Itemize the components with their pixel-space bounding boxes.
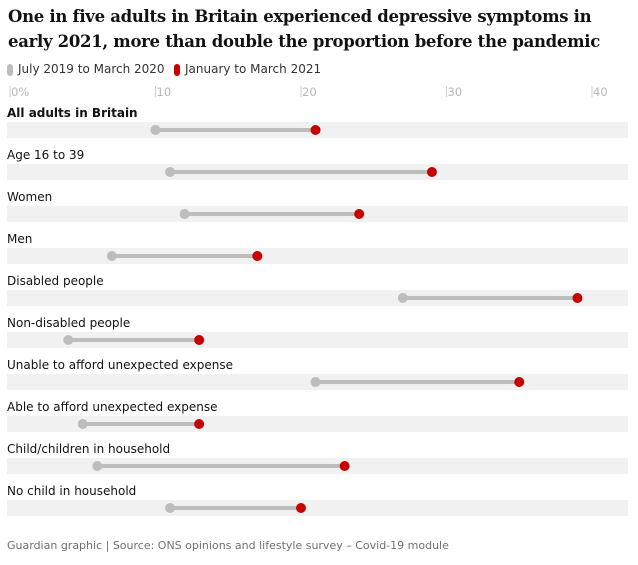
category-label: No child in household: [7, 484, 136, 498]
chart-title: One in five adults in Britain experience…: [8, 7, 600, 51]
point-after: [296, 503, 306, 513]
category-label: Age 16 to 39: [7, 148, 84, 162]
point-after: [572, 293, 583, 303]
point-after: [310, 125, 321, 135]
source-note: Guardian graphic | Source: ONS opinions …: [7, 539, 449, 552]
point-before: [397, 293, 408, 303]
row-band: [7, 416, 628, 432]
category-label: All adults in Britain: [7, 106, 138, 120]
category-label: Disabled people: [7, 274, 104, 288]
legend-label-before: July 2019 to March 2020: [18, 62, 165, 76]
point-after: [339, 461, 350, 471]
category-label: Able to afford unexpected expense: [7, 400, 217, 414]
x-tick-label: 20: [302, 85, 317, 99]
point-after: [194, 419, 205, 429]
point-before: [165, 167, 176, 177]
x-tick-label: 10: [157, 85, 172, 99]
legend-label-after: January to March 2021: [185, 62, 322, 76]
point-before: [310, 377, 321, 387]
x-tick-label: 30: [448, 85, 463, 99]
point-after: [194, 335, 205, 345]
point-before: [106, 251, 117, 261]
category-label: Women: [7, 190, 52, 204]
point-after: [426, 167, 437, 177]
point-after: [354, 209, 365, 219]
point-after: [252, 251, 263, 261]
point-before: [77, 419, 88, 429]
point-before: [63, 335, 74, 345]
category-label: Non-disabled people: [7, 316, 130, 330]
legend-key-after: [174, 64, 180, 76]
row-band: [7, 290, 628, 306]
point-before: [165, 503, 176, 513]
x-tick-label: 0%: [11, 85, 29, 99]
row-band: [7, 500, 628, 516]
point-before: [179, 209, 190, 219]
legend-key-before: [7, 64, 13, 76]
row-band: [7, 248, 628, 264]
row-band: [7, 332, 628, 348]
point-before: [92, 461, 103, 471]
category-label: Unable to afford unexpected expense: [7, 358, 233, 372]
category-label: Child/children in household: [7, 442, 170, 456]
point-before: [150, 125, 161, 135]
point-after: [514, 377, 525, 387]
category-label: Men: [7, 232, 32, 246]
x-tick-label: 40: [593, 85, 608, 99]
